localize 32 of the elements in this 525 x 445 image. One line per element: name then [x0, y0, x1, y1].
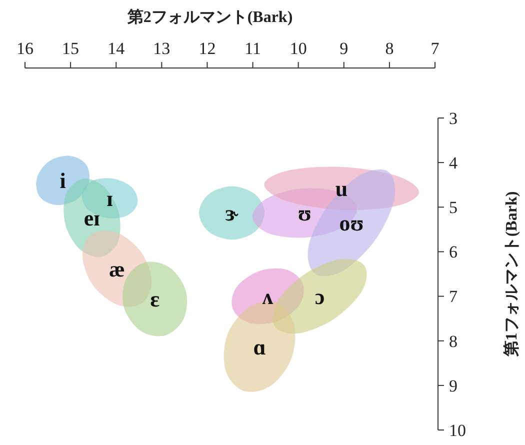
x-tick-label: 10: [290, 39, 307, 58]
x-axis-title: 第2フォルマント(Bark): [126, 8, 293, 26]
x-tick-label: 7: [430, 39, 440, 58]
series-label: ɪ: [106, 186, 113, 211]
y-tick-label: 8: [449, 332, 458, 351]
y-tick-label: 6: [449, 242, 458, 262]
series-label: ʌ: [262, 284, 274, 309]
series-label: ɛ: [150, 286, 160, 312]
x-tick-label: 9: [340, 39, 348, 58]
x-tick-label: 8: [385, 39, 394, 58]
x-tick-label: 11: [244, 39, 261, 58]
x-tick-label: 15: [62, 39, 80, 58]
y-tick-label: 9: [449, 376, 458, 396]
y-tick-label: 4: [449, 154, 458, 173]
y-tick-label: 10: [449, 420, 466, 440]
series-label: ɔ: [314, 284, 325, 309]
series-label: ɝ: [225, 200, 240, 226]
series-label: i: [60, 168, 66, 194]
y-axis-title: 第1フォルマント(Bark): [502, 191, 521, 358]
y-tick-label: 3: [449, 108, 458, 128]
x-tick-label: 13: [153, 39, 170, 58]
y-tick-label: 5: [449, 198, 458, 218]
y-tick-label: 7: [449, 287, 458, 306]
x-tick-label: 14: [108, 39, 126, 58]
series-label: u: [335, 176, 348, 202]
x-tick-label: 12: [198, 39, 216, 58]
series-label: eɪ: [84, 206, 100, 231]
series-label: ʊ: [298, 200, 312, 226]
series-label: æ: [109, 256, 126, 282]
series-label: oʊ: [339, 210, 364, 236]
x-tick-label: 16: [16, 39, 34, 58]
series-label: ɑ: [253, 334, 266, 360]
